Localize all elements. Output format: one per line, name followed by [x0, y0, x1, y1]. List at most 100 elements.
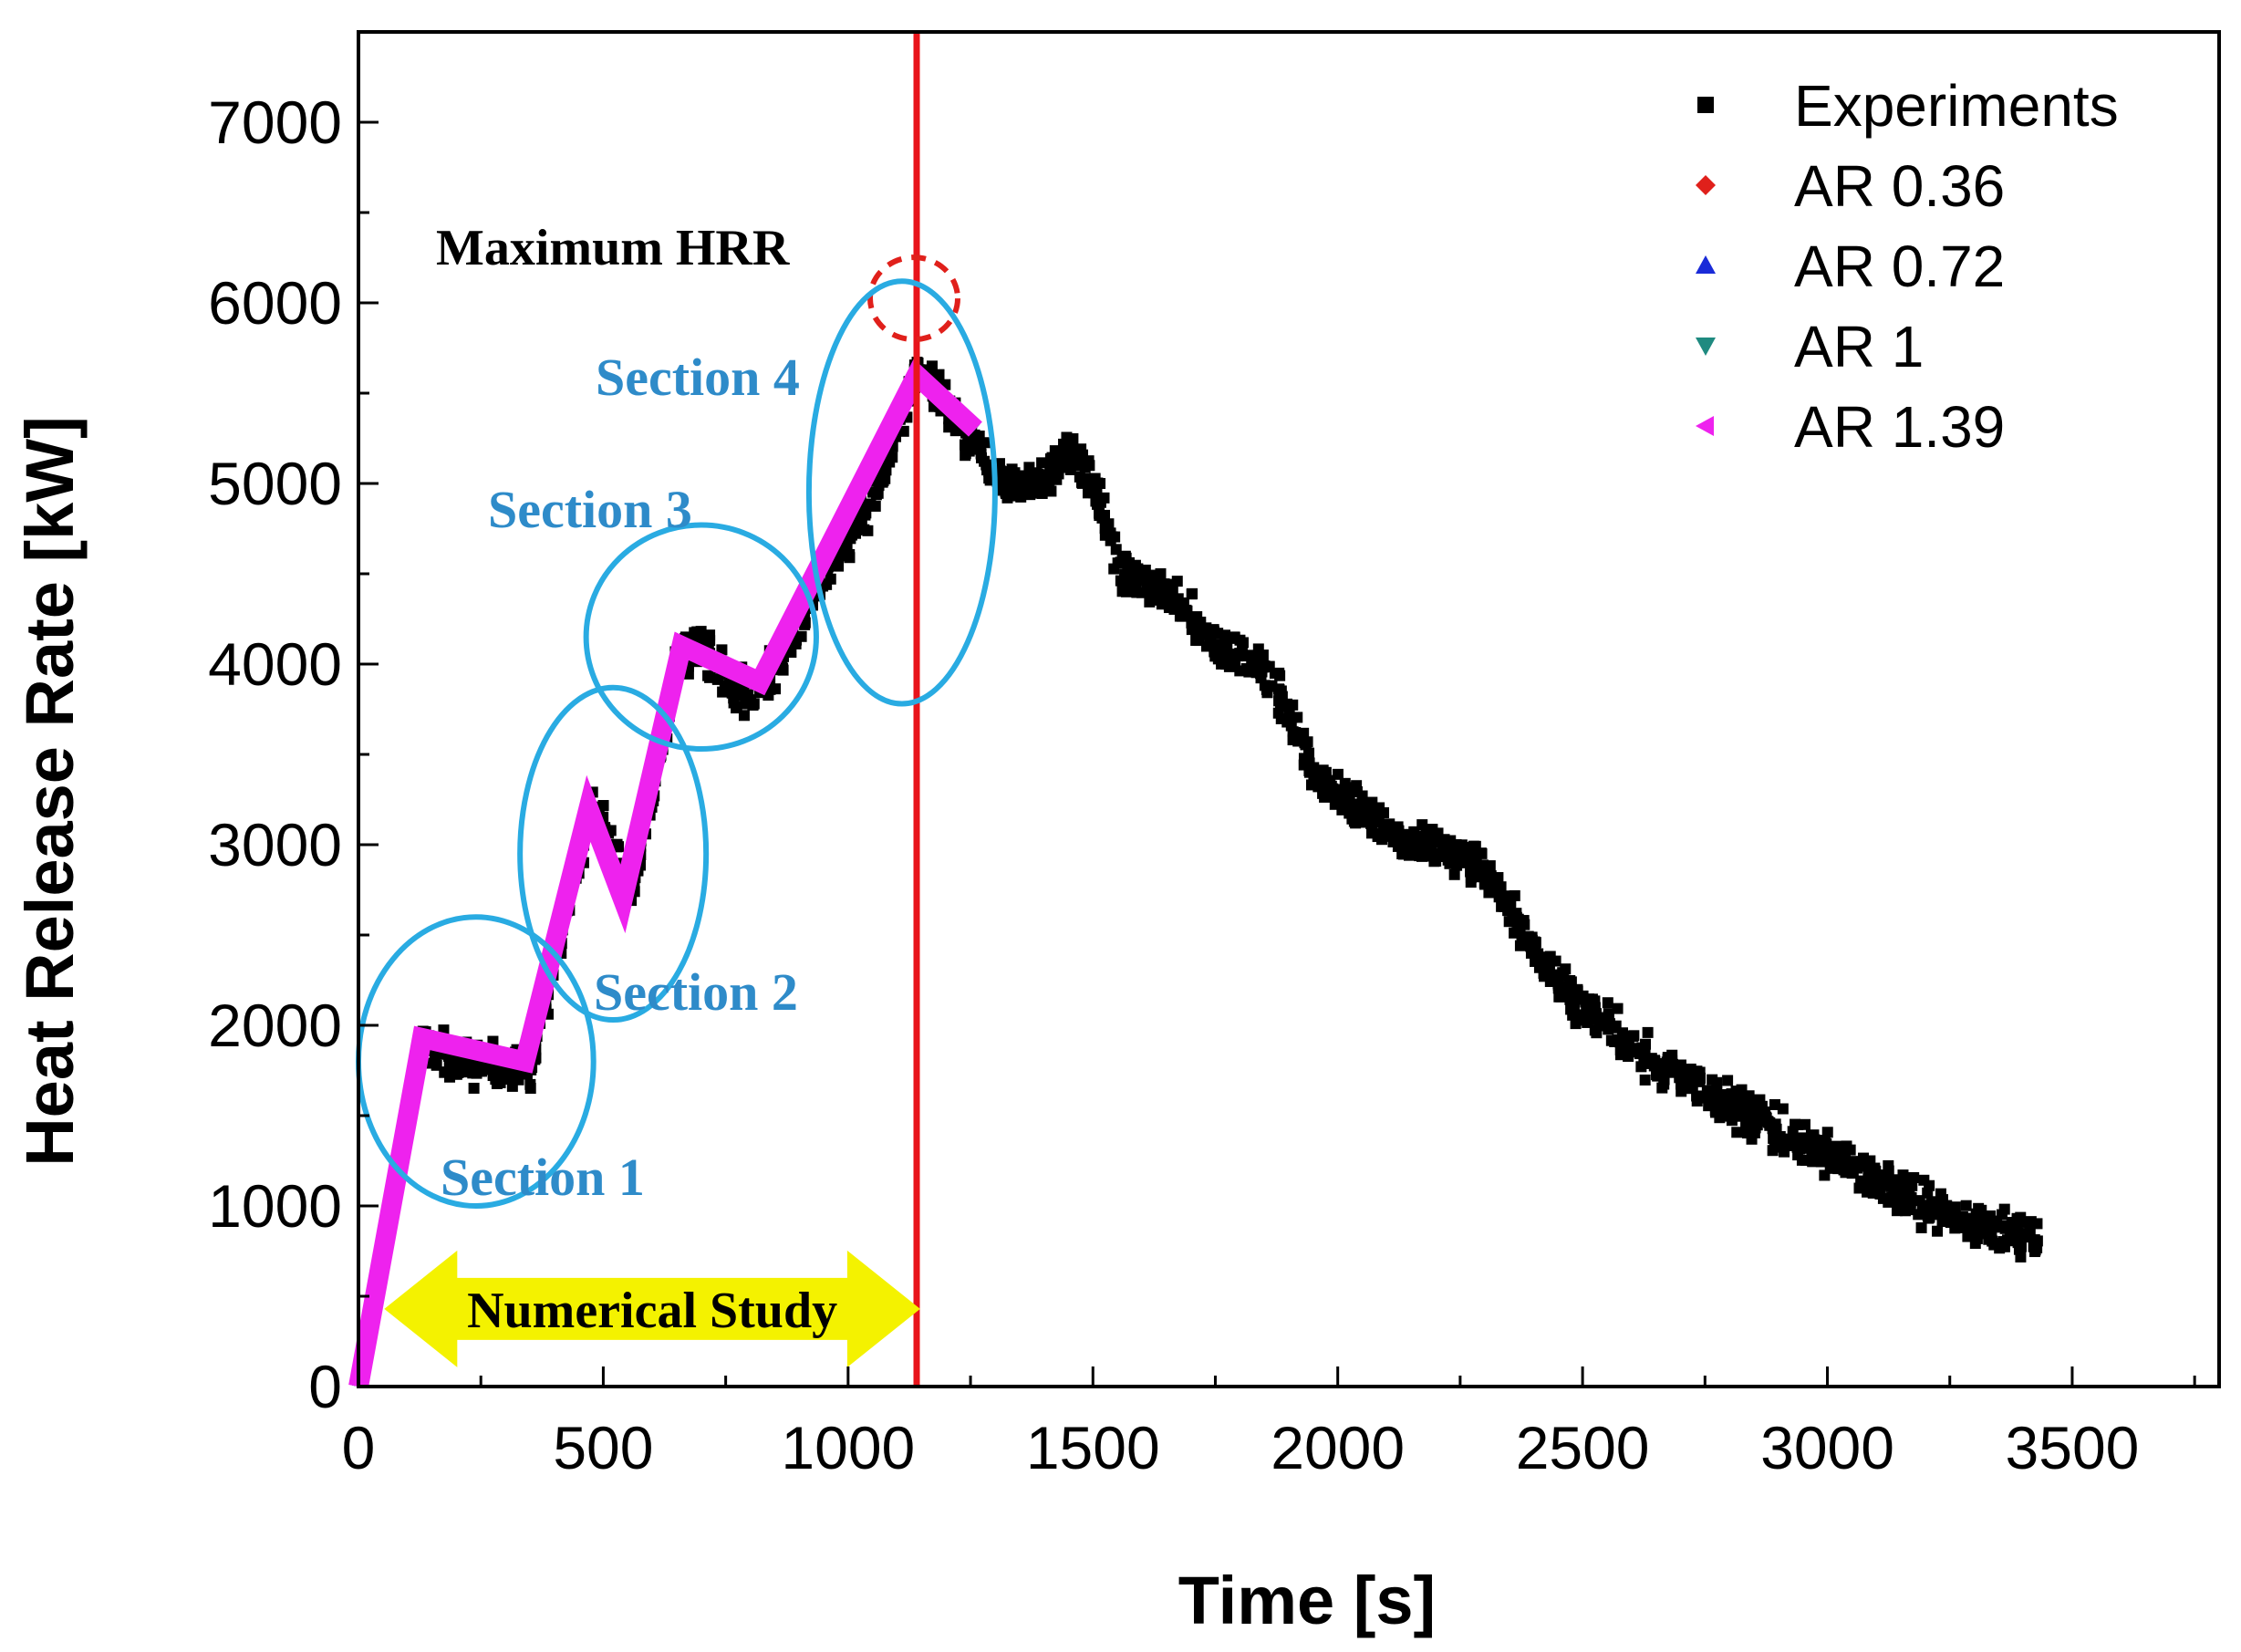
experiment-point — [973, 441, 984, 452]
experiment-point — [1126, 581, 1136, 592]
experiment-point — [1553, 982, 1564, 993]
experiment-point — [1800, 1155, 1811, 1166]
experiment-point — [1604, 1018, 1615, 1029]
section-1-label: Section 1 — [441, 1148, 645, 1207]
experiment-point — [1065, 464, 1076, 475]
experiment-point — [1187, 615, 1198, 626]
experiment-point — [1406, 840, 1417, 851]
experiment-point — [825, 574, 836, 585]
y-tick-label: 7000 — [208, 88, 342, 156]
experiment-point — [1273, 688, 1284, 699]
experiment-point — [1816, 1157, 1827, 1168]
experiment-point — [1918, 1175, 1929, 1186]
experiment-point — [1754, 1095, 1765, 1106]
experiment-point — [1961, 1200, 1972, 1211]
experiment-point — [1932, 1226, 1943, 1237]
experiment-point — [1045, 485, 1056, 496]
experiment-point — [1737, 1085, 1748, 1096]
experiment-point — [1261, 687, 1272, 698]
experiment-point — [1309, 773, 1320, 784]
experiment-point — [1606, 1035, 1617, 1046]
experiment-point — [1981, 1214, 1992, 1225]
experiment-point — [1636, 1044, 1647, 1055]
experiment-point — [1707, 1075, 1717, 1086]
experiment-point — [1371, 803, 1382, 814]
experiment-point — [1753, 1109, 1764, 1120]
experiment-point — [1212, 628, 1223, 639]
experiment-point — [1978, 1229, 1989, 1240]
legend-label-ar-1-39: AR 1.39 — [1794, 394, 2005, 460]
experiment-point — [1538, 959, 1549, 970]
experiment-point — [1383, 830, 1394, 841]
experiment-point — [1658, 1068, 1669, 1079]
experiment-point — [1105, 535, 1116, 546]
experiment-point — [1041, 469, 1052, 480]
experiment-point — [1303, 748, 1314, 759]
section-4-label: Section 4 — [596, 348, 800, 407]
experiment-point — [1213, 653, 1224, 664]
experiment-point — [507, 1081, 518, 1092]
legend-label-ar-0-72: AR 0.72 — [1794, 234, 2005, 299]
experiment-point — [1800, 1119, 1810, 1130]
experiment-point — [452, 1067, 463, 1078]
experiment-point — [1167, 585, 1178, 596]
section-3-label: Section 3 — [488, 480, 692, 539]
experiment-point — [1471, 854, 1482, 865]
experiment-point — [1238, 637, 1249, 648]
experiment-point — [1686, 1064, 1696, 1075]
y-tick-label: 4000 — [208, 630, 342, 698]
experiment-point — [1317, 788, 1328, 799]
y-tick-label: 3000 — [208, 811, 342, 878]
experiment-point — [1615, 1049, 1626, 1060]
experiment-point — [1479, 878, 1490, 889]
experiment-point — [1485, 860, 1496, 871]
y-tick-label: 0 — [308, 1353, 342, 1420]
experiment-point — [1810, 1142, 1821, 1153]
experiment-point — [1324, 777, 1335, 788]
x-tick-label: 2000 — [1271, 1414, 1405, 1481]
x-axis-title: Time [s] — [1178, 1563, 1436, 1638]
experiment-point — [1178, 597, 1189, 608]
experiment-point — [1529, 937, 1540, 948]
experiment-point — [1551, 956, 1561, 967]
experiment-point — [1505, 898, 1516, 909]
experiment-point — [1999, 1204, 2010, 1215]
experiment-point — [704, 629, 715, 640]
experiment-point — [859, 510, 870, 521]
experiment-point — [1430, 831, 1441, 842]
experiment-point — [1417, 844, 1428, 855]
experiment-point — [1077, 450, 1088, 461]
experiment-point — [1722, 1075, 1733, 1086]
experiment-point — [745, 694, 756, 705]
x-tick-label: 2500 — [1516, 1414, 1650, 1481]
experiment-point — [1949, 1222, 1960, 1233]
x-tick-label: 0 — [342, 1414, 376, 1481]
experiment-point — [1100, 523, 1111, 534]
experiment-point — [1883, 1160, 1893, 1171]
x-tick-label: 500 — [553, 1414, 653, 1481]
experiment-point — [1603, 997, 1613, 1008]
maximum-hrr-label: Maximum HRR — [436, 220, 790, 276]
experiment-point — [1030, 488, 1041, 499]
experiment-point — [850, 528, 861, 539]
experiment-point — [1005, 466, 1016, 477]
legend-marker-experiments — [1697, 97, 1714, 113]
legend-label-experiments: Experiments — [1794, 73, 2119, 139]
experiment-point — [1662, 1056, 1673, 1067]
experiment-point — [2024, 1219, 2035, 1230]
experiment-point — [1067, 433, 1078, 444]
experiment-point — [934, 369, 945, 380]
experiment-point — [1764, 1117, 1775, 1128]
experiment-point — [1823, 1147, 1834, 1158]
section-2-label: Section 2 — [594, 962, 798, 1022]
experiment-point — [469, 1083, 480, 1094]
experiment-point — [1643, 1027, 1654, 1038]
experiment-point — [2008, 1231, 2018, 1242]
experiment-point — [1340, 778, 1351, 789]
experiment-point — [2016, 1242, 2027, 1252]
experiment-point — [1509, 909, 1520, 920]
experiment-point — [1136, 587, 1147, 598]
experiment-point — [1494, 891, 1505, 902]
experiment-point — [1687, 1082, 1698, 1093]
experiment-point — [1922, 1188, 1933, 1199]
